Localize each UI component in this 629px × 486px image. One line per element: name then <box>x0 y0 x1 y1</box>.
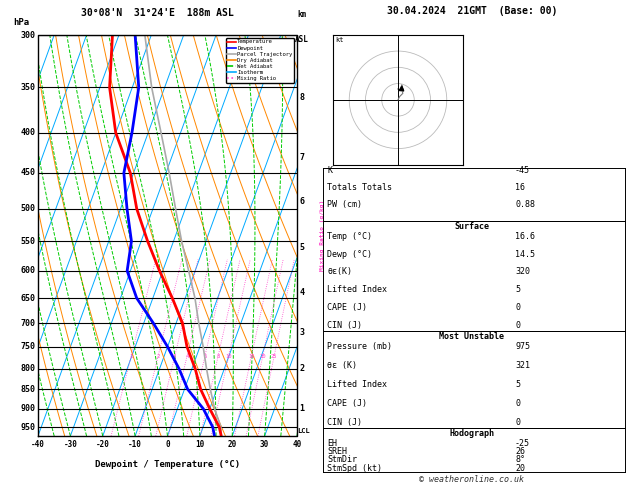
Text: 0: 0 <box>515 417 520 427</box>
Text: -20: -20 <box>96 440 109 449</box>
Text: 10: 10 <box>225 354 231 359</box>
Text: Pressure (mb): Pressure (mb) <box>327 342 392 351</box>
Text: Temp (°C): Temp (°C) <box>327 232 372 241</box>
Legend: Temperature, Dewpoint, Parcel Trajectory, Dry Adiabat, Wet Adiabat, Isotherm, Mi: Temperature, Dewpoint, Parcel Trajectory… <box>226 38 294 83</box>
Text: Most Unstable: Most Unstable <box>440 332 504 341</box>
Text: 25: 25 <box>270 354 277 359</box>
Text: -45: -45 <box>515 166 530 174</box>
Text: 950: 950 <box>20 423 35 432</box>
Text: 30°08'N  31°24'E  188m ASL: 30°08'N 31°24'E 188m ASL <box>81 8 234 18</box>
Text: 600: 600 <box>20 266 35 276</box>
Text: 2: 2 <box>299 364 304 373</box>
Text: hPa: hPa <box>13 18 29 27</box>
Text: 300: 300 <box>20 31 35 39</box>
Text: 0: 0 <box>515 303 520 312</box>
Text: Mixing Ratio (g/kg): Mixing Ratio (g/kg) <box>320 200 325 271</box>
Text: 6: 6 <box>203 354 206 359</box>
Text: PW (cm): PW (cm) <box>327 200 362 208</box>
Text: CAPE (J): CAPE (J) <box>327 399 367 408</box>
Text: CIN (J): CIN (J) <box>327 321 362 330</box>
Text: 800: 800 <box>20 364 35 373</box>
Text: 16: 16 <box>248 354 255 359</box>
Text: 0: 0 <box>515 399 520 408</box>
Text: ASL: ASL <box>295 35 309 44</box>
Text: 0.88: 0.88 <box>515 200 535 208</box>
Text: 550: 550 <box>20 237 35 246</box>
Text: CIN (J): CIN (J) <box>327 417 362 427</box>
Text: 5: 5 <box>515 380 520 389</box>
Text: 700: 700 <box>20 319 35 328</box>
Text: 500: 500 <box>20 204 35 213</box>
Text: 8: 8 <box>299 92 304 102</box>
Text: 321: 321 <box>515 361 530 370</box>
Text: Surface: Surface <box>455 222 489 231</box>
Text: 20: 20 <box>228 440 237 449</box>
Text: 400: 400 <box>20 128 35 138</box>
Text: θε (K): θε (K) <box>327 361 357 370</box>
Text: 2: 2 <box>156 354 160 359</box>
Text: -30: -30 <box>64 440 77 449</box>
Text: Lifted Index: Lifted Index <box>327 285 387 294</box>
Text: StmDir: StmDir <box>327 455 357 465</box>
Text: 14.5: 14.5 <box>515 250 535 259</box>
Text: 5: 5 <box>515 285 520 294</box>
Text: 8: 8 <box>216 354 220 359</box>
Text: 0: 0 <box>165 440 170 449</box>
Text: 650: 650 <box>20 294 35 303</box>
Text: 30: 30 <box>260 440 269 449</box>
Text: © weatheronline.co.uk: © weatheronline.co.uk <box>420 474 525 484</box>
Text: -10: -10 <box>128 440 142 449</box>
Text: 20: 20 <box>259 354 266 359</box>
Text: 7: 7 <box>299 153 304 162</box>
Text: 450: 450 <box>20 169 35 177</box>
Text: Lifted Index: Lifted Index <box>327 380 387 389</box>
Text: SREH: SREH <box>327 447 347 456</box>
Text: CAPE (J): CAPE (J) <box>327 303 367 312</box>
Text: 8°: 8° <box>515 455 525 465</box>
Text: 1: 1 <box>130 354 133 359</box>
Text: -25: -25 <box>515 439 530 448</box>
Text: 0: 0 <box>515 321 520 330</box>
Text: 900: 900 <box>20 404 35 413</box>
Text: 26: 26 <box>515 447 525 456</box>
Text: K: K <box>327 166 332 174</box>
Text: 3: 3 <box>173 354 176 359</box>
Text: -40: -40 <box>31 440 45 449</box>
Text: 16.6: 16.6 <box>515 232 535 241</box>
Text: Totals Totals: Totals Totals <box>327 183 392 191</box>
Text: 850: 850 <box>20 385 35 394</box>
Text: 10: 10 <box>195 440 204 449</box>
Text: 4: 4 <box>185 354 189 359</box>
Text: 1: 1 <box>299 404 304 413</box>
Text: 750: 750 <box>20 342 35 351</box>
Text: kt: kt <box>336 37 344 43</box>
Text: 16: 16 <box>515 183 525 191</box>
Text: 6: 6 <box>299 197 304 207</box>
Text: 975: 975 <box>515 342 530 351</box>
Text: Hodograph: Hodograph <box>450 429 494 438</box>
Text: km: km <box>298 10 307 19</box>
Text: θε(K): θε(K) <box>327 267 352 277</box>
Text: 40: 40 <box>292 440 302 449</box>
Text: 20: 20 <box>515 464 525 472</box>
Text: 350: 350 <box>20 83 35 92</box>
Text: LCL: LCL <box>297 428 309 434</box>
Text: 320: 320 <box>515 267 530 277</box>
Text: StmSpd (kt): StmSpd (kt) <box>327 464 382 472</box>
Text: 30.04.2024  21GMT  (Base: 00): 30.04.2024 21GMT (Base: 00) <box>387 6 557 16</box>
Text: 4: 4 <box>299 288 304 297</box>
Text: 5: 5 <box>299 243 304 252</box>
Text: EH: EH <box>327 439 337 448</box>
Text: Dewpoint / Temperature (°C): Dewpoint / Temperature (°C) <box>95 460 240 469</box>
Text: 3: 3 <box>299 329 304 337</box>
Text: Dewp (°C): Dewp (°C) <box>327 250 372 259</box>
